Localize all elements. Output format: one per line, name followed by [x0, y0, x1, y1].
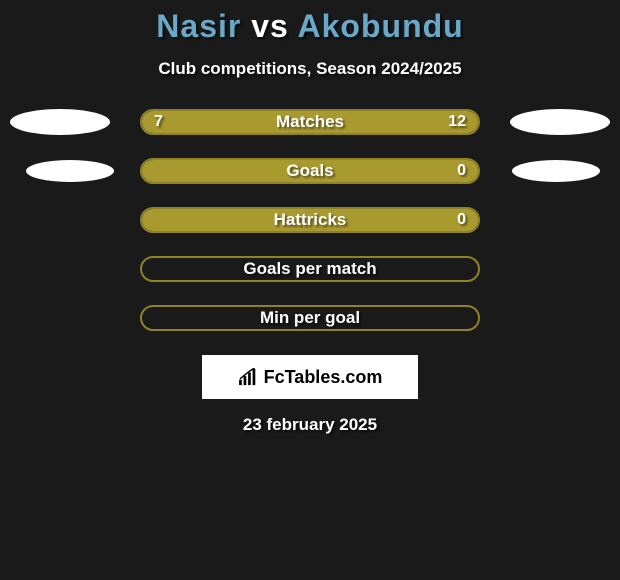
date-text: 23 february 2025: [0, 415, 620, 435]
stat-bar-track: Matches7 12: [140, 109, 480, 135]
stat-bar-label: Goals per match: [142, 258, 478, 280]
team-logo-right: [512, 160, 600, 182]
stat-bar-track: Goals per match: [140, 256, 480, 282]
stat-row: Matches7 12: [0, 109, 620, 135]
stat-bar-label: Goals: [142, 160, 478, 182]
stat-rows: Matches712Goals0Hattricks0Goals per matc…: [0, 109, 620, 331]
stat-bar-right-value: 0: [457, 160, 466, 182]
title-vs: vs: [251, 8, 289, 44]
brand-box: FcTables.com: [202, 355, 418, 399]
stat-bar-label: Matches: [142, 111, 478, 133]
stat-bar-label: Hattricks: [142, 209, 478, 231]
subtitle: Club competitions, Season 2024/2025: [0, 59, 620, 79]
brand-text: FcTables.com: [264, 367, 383, 388]
team-logo-left: [10, 109, 110, 135]
team-logo-left: [26, 160, 114, 182]
stat-bar-label: Min per goal: [142, 307, 478, 329]
stat-bar-track: Hattricks0: [140, 207, 480, 233]
page-title: Nasir vs Akobundu: [0, 8, 620, 45]
stat-row: Goals per match: [0, 256, 620, 282]
team-logo-right: [510, 109, 610, 135]
stat-row: Goals0: [0, 158, 620, 184]
stat-row: Hattricks0: [0, 207, 620, 233]
stat-bar-track: Goals0: [140, 158, 480, 184]
infographic-container: Nasir vs Akobundu Club competitions, Sea…: [0, 0, 620, 435]
stat-bar-track: Min per goal: [140, 305, 480, 331]
title-player2: Akobundu: [298, 8, 464, 44]
stat-bar-right-value: 0: [457, 209, 466, 231]
stat-bar-right-value: 12: [448, 111, 466, 133]
stat-row: Min per goal: [0, 305, 620, 331]
brand-bars-icon: [238, 368, 260, 386]
title-player1: Nasir: [156, 8, 241, 44]
stat-bar-left-value: 7: [154, 111, 163, 133]
